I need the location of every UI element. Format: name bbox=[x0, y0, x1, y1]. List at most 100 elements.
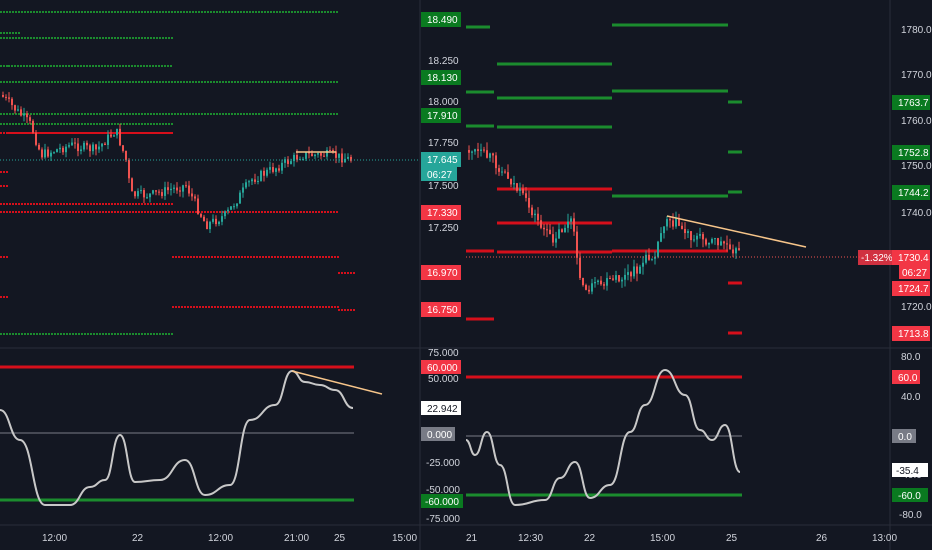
candle[interactable] bbox=[32, 120, 34, 133]
candle[interactable] bbox=[705, 239, 707, 245]
candle[interactable] bbox=[290, 161, 292, 164]
left-price-axis[interactable]: 18.250 18.000 17.750 17.500 17.250 18.49… bbox=[421, 12, 461, 317]
candle[interactable] bbox=[242, 187, 244, 193]
candle[interactable] bbox=[296, 154, 298, 160]
candle[interactable] bbox=[567, 221, 569, 228]
candle[interactable] bbox=[104, 143, 106, 145]
left-candles[interactable] bbox=[2, 91, 352, 234]
candle[interactable] bbox=[570, 218, 572, 222]
candle[interactable] bbox=[116, 128, 118, 136]
candle[interactable] bbox=[26, 113, 28, 118]
candle[interactable] bbox=[236, 203, 238, 207]
candle[interactable] bbox=[275, 168, 277, 172]
candle[interactable] bbox=[41, 149, 43, 158]
candle[interactable] bbox=[735, 248, 737, 254]
candle[interactable] bbox=[501, 171, 503, 173]
candle[interactable] bbox=[35, 132, 37, 145]
candle[interactable] bbox=[302, 158, 304, 160]
candle[interactable] bbox=[603, 284, 605, 286]
candle[interactable] bbox=[284, 159, 286, 163]
candle[interactable] bbox=[305, 152, 307, 159]
candle[interactable] bbox=[257, 180, 259, 182]
candle[interactable] bbox=[702, 234, 704, 240]
candle[interactable] bbox=[59, 147, 61, 150]
candle[interactable] bbox=[170, 188, 172, 191]
candle[interactable] bbox=[347, 156, 349, 159]
candle[interactable] bbox=[510, 178, 512, 185]
candle[interactable] bbox=[38, 144, 40, 150]
candle[interactable] bbox=[110, 134, 112, 137]
candle[interactable] bbox=[477, 149, 479, 151]
candle[interactable] bbox=[549, 229, 551, 235]
candle[interactable] bbox=[540, 220, 542, 228]
right-time-axis[interactable]: 21 12:30 22 15:00 25 26 13:00 bbox=[466, 533, 897, 544]
candle[interactable] bbox=[615, 275, 617, 280]
candle[interactable] bbox=[263, 170, 265, 176]
candle[interactable] bbox=[513, 183, 515, 185]
candle[interactable] bbox=[516, 183, 518, 191]
candle[interactable] bbox=[726, 243, 728, 245]
candle[interactable] bbox=[585, 285, 587, 290]
candle[interactable] bbox=[161, 192, 163, 196]
candle[interactable] bbox=[483, 149, 485, 151]
candle[interactable] bbox=[672, 220, 674, 227]
candle[interactable] bbox=[23, 113, 25, 116]
candle[interactable] bbox=[173, 187, 175, 189]
candle[interactable] bbox=[146, 197, 148, 199]
candle[interactable] bbox=[143, 190, 145, 198]
candle[interactable] bbox=[20, 109, 22, 116]
candle[interactable] bbox=[149, 193, 151, 198]
left-time-axis[interactable]: 12:00 22 12:00 21:00 25 15:00 bbox=[42, 533, 417, 544]
candle[interactable] bbox=[140, 190, 142, 192]
candle[interactable] bbox=[344, 158, 346, 163]
candle[interactable] bbox=[95, 144, 97, 150]
candle[interactable] bbox=[320, 153, 322, 156]
candle[interactable] bbox=[14, 105, 16, 111]
candle[interactable] bbox=[675, 218, 677, 227]
candle[interactable] bbox=[696, 235, 698, 240]
candle[interactable] bbox=[519, 188, 521, 191]
candle[interactable] bbox=[56, 149, 58, 153]
candle[interactable] bbox=[209, 221, 211, 230]
candle[interactable] bbox=[131, 178, 133, 192]
candle[interactable] bbox=[711, 238, 713, 243]
candle[interactable] bbox=[308, 152, 310, 154]
candle[interactable] bbox=[681, 225, 683, 229]
candle[interactable] bbox=[690, 231, 692, 241]
candle[interactable] bbox=[266, 169, 268, 176]
candle[interactable] bbox=[206, 221, 208, 230]
candle[interactable] bbox=[326, 150, 328, 157]
candle[interactable] bbox=[53, 152, 55, 154]
candle[interactable] bbox=[495, 155, 497, 169]
candle[interactable] bbox=[606, 278, 608, 286]
candle[interactable] bbox=[687, 231, 689, 234]
candle[interactable] bbox=[47, 149, 49, 157]
candle[interactable] bbox=[669, 219, 671, 221]
candle[interactable] bbox=[468, 150, 470, 153]
candle[interactable] bbox=[546, 229, 548, 231]
candle[interactable] bbox=[486, 150, 488, 158]
candle[interactable] bbox=[338, 153, 340, 158]
candle[interactable] bbox=[636, 266, 638, 274]
candle[interactable] bbox=[693, 239, 695, 241]
candle[interactable] bbox=[645, 254, 647, 263]
candle[interactable] bbox=[717, 238, 719, 246]
candle[interactable] bbox=[597, 280, 599, 282]
candle[interactable] bbox=[723, 241, 725, 244]
candle[interactable] bbox=[654, 256, 656, 259]
candle[interactable] bbox=[113, 135, 115, 137]
candle[interactable] bbox=[341, 153, 343, 163]
candle[interactable] bbox=[639, 266, 641, 274]
candle[interactable] bbox=[537, 213, 539, 221]
candle[interactable] bbox=[525, 193, 527, 198]
candle[interactable] bbox=[128, 159, 130, 179]
candle[interactable] bbox=[221, 216, 223, 222]
candle[interactable] bbox=[594, 281, 596, 284]
candle[interactable] bbox=[191, 193, 193, 197]
candle[interactable] bbox=[684, 228, 686, 234]
candle[interactable] bbox=[239, 192, 241, 204]
candle[interactable] bbox=[179, 190, 181, 192]
candle[interactable] bbox=[5, 96, 7, 98]
candle[interactable] bbox=[630, 272, 632, 277]
candle[interactable] bbox=[227, 209, 229, 212]
